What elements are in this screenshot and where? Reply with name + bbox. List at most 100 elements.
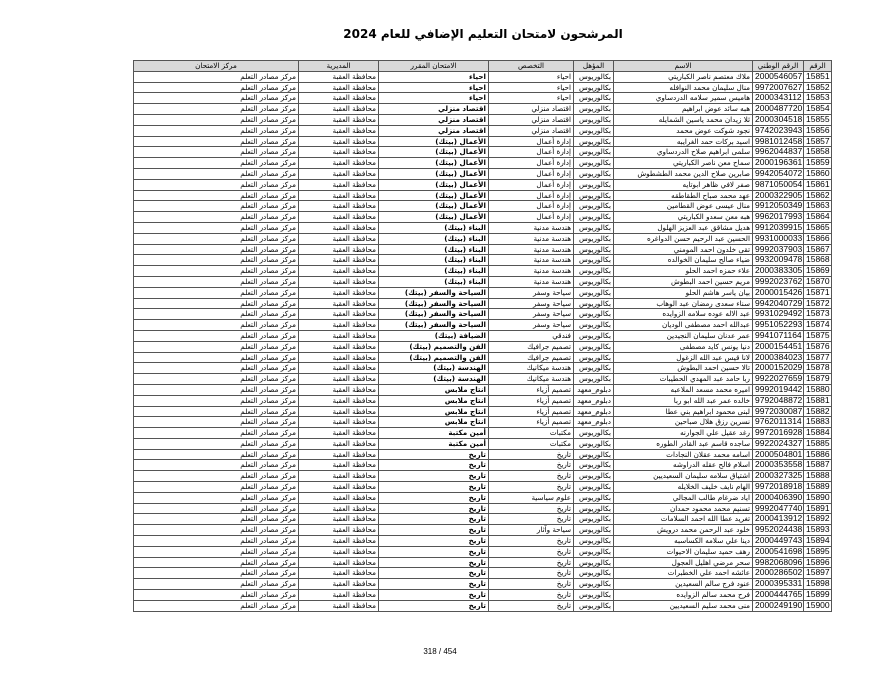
specialty-cell: مكتبات [488,437,574,450]
directorate-cell: محافظة العقبة [298,437,379,450]
table-row: 15880 9992019442 اميره محمد مسعد الملاعبه د… [133,383,832,396]
exam-cell: اقتصاد منزلي [378,113,489,126]
specialty-cell: احياء [488,70,574,83]
name-cell: تسنيم محمد محمود حمدان [613,502,753,515]
national-id-cell: 9792048872 [752,394,804,407]
name-cell: سناء سعدى رمضان عبد الوهاب [613,297,753,310]
name-cell: اميره محمد مسعد الملاعبه [613,383,753,396]
table-row: 15886 2000504801 اسامه محمد عقلان النجادات… [133,448,832,461]
table-row: 15857 9981012458 اسيد بركات حمد الغرايبه بك… [133,135,832,148]
specialty-cell: إدارة أعمال [488,189,574,202]
directorate-cell: محافظة العقبة [298,157,379,169]
number-cell: 15852 [803,81,832,94]
qualification-cell: بكالوريوس [573,437,614,450]
center-cell: مركز مصادر التعلم [133,459,299,472]
name-cell: ضياء صالح سليمان الخوالده [613,254,753,267]
directorate-cell: محافظة العقبة [298,556,379,569]
specialty-cell: سياحة وسفر [488,308,574,321]
directorate-cell: محافظة العقبة [298,567,379,580]
qualification-cell: بكالوريوس [573,200,614,213]
center-cell: مركز مصادر التعلم [133,362,299,375]
qualification-cell: بكالوريوس [573,167,614,180]
qualification-cell: بكالوريوس [573,340,614,353]
directorate-cell: محافظة العقبة [298,286,379,299]
exam-cell: تاريخ [378,524,489,537]
exam-cell: تاريخ [378,470,489,483]
table-row: 15882 9972030087 لبنى محمود ابراهيم بني عط… [133,405,832,418]
table-row: 15896 9982068096 سحر مرضي اهليل العجول بكال… [133,556,832,569]
specialty-cell: هندسة مدنية [488,243,574,256]
exam-cell: تاريخ [378,481,489,493]
table-row: 15872 9942040729 سناء سعدى رمضان عبد الوها… [133,297,832,310]
national-id-cell: 2000384023 [752,351,804,364]
qualification-cell: بكالوريوس [573,157,614,169]
name-cell: عائشه احمد علي الخطبرات [613,567,753,580]
table-row: 15858 9962044837 سلمى ابراهيم صلاح الدردسا… [133,146,832,159]
qualification-cell: دبلوم_معهد [573,416,614,429]
exam-cell: البناء (بيتك) [378,221,489,234]
center-cell: مركز مصادر التعلم [133,124,299,137]
specialty-cell: سياحة وآثار [488,524,574,537]
specialty-cell: هندسة ميكانيك [488,373,574,385]
center-cell: مركز مصادر التعلم [133,81,299,94]
number-cell: 15858 [803,146,832,159]
qualification-cell: بكالوريوس [573,232,614,245]
name-cell: ثلا زيدان محمد ياسين الشمايله [613,113,753,126]
specialty-cell: تاريخ [488,502,574,515]
center-cell: مركز مصادر التعلم [133,70,299,83]
specialty-cell: تصميم جرافيك [488,340,574,353]
number-cell: 15889 [803,481,832,493]
specialty-cell: علوم سياسية [488,491,574,504]
table-row: 15881 9792048872 خالده عمر عبد الله ابو رب… [133,394,832,407]
national-id-cell: 9922027659 [752,373,804,385]
national-id-cell: 2000343112 [752,92,804,105]
number-cell: 15898 [803,578,832,591]
exam-cell: الأعمال (بيتك) [378,178,489,191]
table-row: 15852 9972007627 منال سليمان محمد النوافله… [133,81,832,94]
national-id-cell: 9931029492 [752,308,804,321]
national-id-cell: 9742023943 [752,124,804,137]
name-cell: اسامه محمد عقلان النجادات [613,448,753,461]
center-cell: مركز مصادر التعلم [133,416,299,429]
exam-cell: الأعمال (بيتك) [378,146,489,159]
specialty-cell: اقتصاد منزلي [488,113,574,126]
name-cell: دينا علي سلامه الكساسبه [613,535,753,547]
national-id-cell: 9942054072 [752,167,804,180]
center-cell: مركز مصادر التعلم [133,373,299,385]
header-national-id: الرقم الوطني [752,60,804,72]
number-cell: 15872 [803,297,832,310]
exam-cell: الفن والتصميم (بيتك) [378,351,489,364]
specialty-cell: هندسة مدنية [488,275,574,288]
specialty-cell: تاريخ [488,567,574,580]
specialty-cell: إدارة أعمال [488,135,574,148]
exam-cell: البناء (بيتك) [378,254,489,267]
specialty-cell: إدارة أعمال [488,178,574,191]
center-cell: مركز مصادر التعلم [133,254,299,267]
table-row: 15879 9922027659 ربا حامد عبد المهدي الحطي… [133,373,832,385]
name-cell: الحسين عبد الرحيم حسن الدواغره [613,232,753,245]
name-cell: بيان ياسر هاشم الحلو [613,286,753,299]
national-id-cell: 2000541698 [752,545,804,558]
header-specialty: التخصص [488,60,574,72]
name-cell: فرح محمد سالم الزوايده [613,589,753,601]
name-cell: نسرين رزق هلال صباحين [613,416,753,429]
specialty-cell: تصميم أزياء [488,416,574,429]
national-id-cell: 2000154451 [752,340,804,353]
qualification-cell: بكالوريوس [573,113,614,126]
qualification-cell: بكالوريوس [573,567,614,580]
exam-cell: الأعمال (بيتك) [378,189,489,202]
name-cell: تقى خلدون احمد المومني [613,243,753,256]
exam-cell: أمين مكتبة [378,427,489,439]
national-id-cell: 9941071164 [752,329,804,342]
exam-cell: اقتصاد منزلي [378,103,489,115]
number-cell: 15900 [803,599,832,612]
qualification-cell: بكالوريوس [573,178,614,191]
number-cell: 15885 [803,437,832,450]
national-id-cell: 9951052293 [752,319,804,331]
name-cell: منى محمد سليم السعيديين [613,599,753,612]
national-id-cell: 9972018918 [752,481,804,493]
table-row: 15885 9922024327 ساجده قاسم عبد القادر الط… [133,437,832,450]
header-exam: الامتحان المقرر [378,60,489,72]
header-center: مركز الامتحان [133,60,299,72]
table-row: 15864 9962017993 هبه معن سعدو الكباريتي بكا… [133,211,832,223]
